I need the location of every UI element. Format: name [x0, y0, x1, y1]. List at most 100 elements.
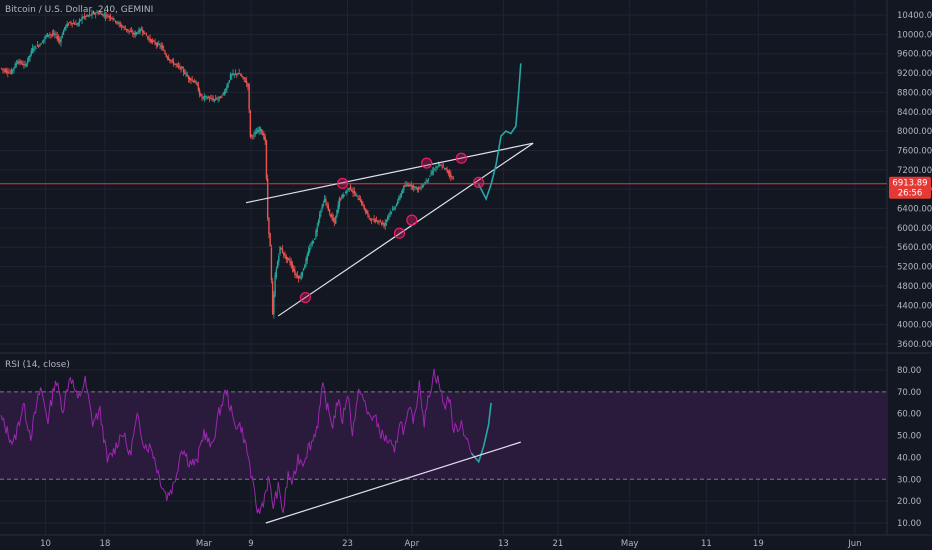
candle-body — [242, 76, 244, 78]
price-tick-label: 9600.00 — [897, 50, 932, 60]
candle-body — [378, 221, 380, 223]
candle-body — [354, 194, 357, 196]
candle-body — [36, 44, 39, 47]
candle-body — [393, 208, 395, 210]
candle-body — [374, 219, 377, 223]
candle-body — [356, 195, 358, 197]
candle-body — [213, 99, 216, 101]
candle-body — [12, 69, 14, 71]
candle-body — [380, 222, 383, 224]
price-tick-label: 5600.00 — [897, 243, 932, 253]
candle-body — [51, 34, 54, 36]
candle-body — [443, 167, 446, 169]
candle-body — [419, 188, 421, 190]
candle-body — [367, 212, 369, 216]
candle-body — [268, 217, 270, 235]
candle-body — [258, 129, 260, 133]
candle-body — [186, 74, 188, 77]
candle-body — [44, 36, 46, 40]
candle-body — [320, 210, 322, 214]
candle-body — [5, 70, 8, 73]
candle-body — [273, 294, 275, 315]
candle-body — [120, 25, 123, 27]
candle-body — [137, 32, 139, 34]
rsi-series — [0, 368, 521, 524]
candle-body — [97, 12, 99, 14]
candle-body — [86, 15, 88, 17]
candle-body — [10, 69, 13, 74]
candle-body — [331, 214, 333, 218]
candle-body — [278, 255, 280, 262]
candle-body — [325, 198, 327, 203]
candle-body — [403, 185, 405, 191]
candle-body — [421, 186, 424, 188]
candle-body — [351, 189, 353, 192]
candle-body — [281, 249, 284, 253]
candle-body — [17, 61, 19, 64]
candle-body — [161, 45, 164, 49]
candle-body — [109, 16, 112, 19]
candle-body — [239, 74, 242, 76]
candle-body — [13, 67, 15, 70]
candle-body — [33, 49, 35, 51]
candle-body — [451, 176, 453, 178]
candle-body — [25, 64, 28, 66]
candle-body — [81, 16, 83, 20]
price-tick-label: 10400.00 — [897, 11, 932, 21]
candle-body — [227, 83, 229, 87]
candle-body — [190, 79, 192, 81]
candle-body — [394, 207, 396, 209]
candle-body — [416, 187, 419, 190]
candle-body — [3, 69, 5, 71]
candle-body — [206, 98, 208, 100]
candle-body — [368, 216, 370, 218]
candle-body — [55, 34, 57, 36]
candle-body — [321, 205, 323, 209]
candle-body — [437, 163, 440, 166]
candle-body — [21, 63, 24, 65]
candle-body — [420, 187, 422, 189]
candle-body — [223, 91, 226, 95]
candle-body — [434, 169, 436, 171]
candle-body — [170, 60, 172, 62]
candle-body — [184, 72, 186, 74]
candle-body — [297, 276, 300, 279]
time-tick-label: 11 — [701, 539, 712, 549]
candle-body — [101, 14, 103, 16]
rsi-tick-label: 70.00 — [897, 388, 921, 398]
candle-body — [274, 275, 276, 297]
candle-body — [299, 277, 301, 279]
candle-body — [294, 270, 296, 275]
candle-body — [232, 73, 234, 76]
candle-body — [448, 172, 451, 175]
candle-body — [208, 98, 211, 100]
price-tick-label: 4000.00 — [897, 321, 932, 331]
rsi-tick-label: 20.00 — [897, 497, 921, 507]
candle-body — [19, 60, 21, 64]
candle-body — [67, 24, 70, 26]
candle-body — [195, 81, 197, 83]
candle-body — [252, 135, 254, 137]
price-tick-label: 4800.00 — [897, 282, 932, 292]
candle-body — [271, 281, 274, 314]
price-axis-ticks: 10400.00 10000.00 9600.00 9200.00 8800.00 840… — [897, 11, 932, 350]
candle-body — [153, 40, 155, 42]
candle-body — [446, 169, 448, 172]
candle-body — [54, 33, 56, 35]
candle-body — [304, 265, 306, 269]
rsi-tick-label: 40.00 — [897, 453, 921, 463]
candle-body — [151, 40, 154, 42]
candle-body — [422, 184, 425, 186]
candle-body — [292, 268, 295, 272]
candle-body — [311, 241, 313, 245]
candle-body — [52, 32, 55, 35]
candle-body — [411, 185, 414, 188]
candle-body — [144, 32, 146, 34]
candle-body — [375, 220, 378, 222]
rsi-projection-curve — [470, 402, 492, 464]
candle-body — [94, 13, 97, 15]
candle-body — [123, 26, 125, 28]
candle-body — [408, 184, 410, 186]
price-tick-label: 7200.00 — [897, 166, 932, 176]
